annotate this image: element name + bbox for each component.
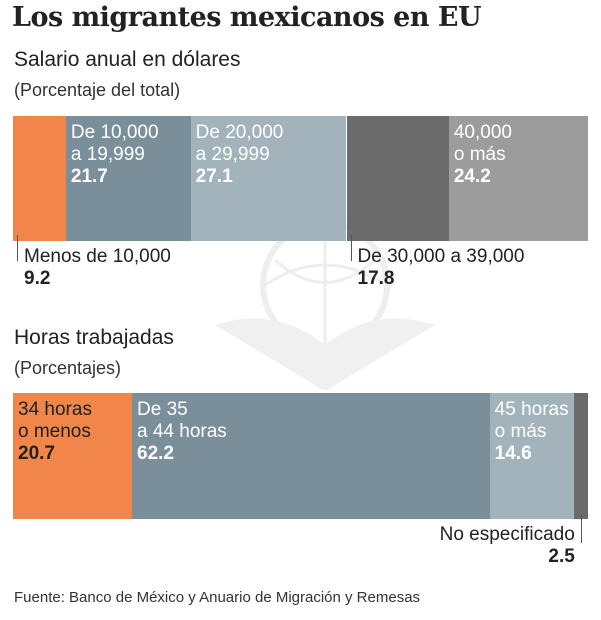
segment-label: No especificado 2.5 [440, 524, 575, 568]
value-label: 2.5 [548, 546, 575, 567]
value-label: 27.1 [195, 166, 233, 187]
segment-label: 45 horas o más 14.6 [495, 399, 569, 465]
value-label: 9.2 [24, 268, 51, 289]
page-title: Los migrantes mexicanos en EU [12, 2, 482, 33]
bar-segment [65, 116, 191, 241]
segment-label: De 20,000 a 29,999 27.1 [196, 122, 284, 188]
leader-tick [350, 235, 352, 261]
hours-stacked-bar: 34 horas o menos 20.7 De 35 a 44 horas 62.2 45… [13, 393, 588, 567]
category-label: Menos de 10,000 [24, 246, 171, 267]
leader-tick [17, 235, 18, 261]
salary-chart-title: Salario anual en dólares [14, 48, 241, 71]
bar-segment [448, 116, 588, 241]
value-label: 14.6 [494, 443, 532, 464]
eagle-watermark-icon [215, 220, 435, 390]
segment-label: Menos de 10,000 9.2 [24, 246, 171, 290]
segment-label: De 35 a 44 horas 62.2 [137, 399, 227, 465]
category-label: a 44 horas [137, 421, 227, 442]
bar-segment [346, 116, 449, 241]
hours-chart-subtitle: (Porcentajes) [14, 358, 122, 378]
salary-stacked-bar: Menos de 10,000 9.2 De 10,000 a 19,999 21.7 D… [13, 116, 588, 289]
value-label: 62.2 [137, 443, 174, 464]
source-note: Fuente: Banco de México y Anuario de Mig… [14, 589, 421, 606]
category-label: 34 horas [18, 399, 92, 420]
segment-label: De 30,000 a 39,000 17.8 [358, 246, 525, 290]
category-label: o más [453, 144, 506, 165]
salary-chart-subtitle: (Porcentaje del total) [14, 80, 181, 100]
bar-segment [489, 393, 574, 519]
category-label: a 19,999 [70, 144, 145, 165]
category-label: o más [494, 421, 547, 442]
value-label: 21.7 [70, 166, 108, 187]
category-label: a 29,999 [195, 144, 270, 165]
category-label: 45 horas [494, 399, 569, 420]
value-label: 17.8 [357, 268, 395, 289]
category-label: o menos [18, 421, 91, 442]
hours-chart-title: Horas trabajadas [14, 326, 174, 349]
segment-label: 34 horas o menos 20.7 [18, 399, 92, 465]
bar-segment [190, 116, 347, 241]
category-label: De 30,000 a 39,000 [357, 246, 525, 267]
category-label: De 35 [137, 399, 188, 420]
bar-segment [13, 393, 133, 519]
bar-segment [13, 116, 66, 241]
category-label: De 20,000 [195, 122, 284, 143]
segment-label: De 10,000 a 19,999 21.7 [71, 122, 159, 188]
category-label: No especificado [439, 524, 575, 545]
bar-segment [573, 393, 588, 519]
leader-tick [580, 515, 582, 543]
segment-label: 40,000 o más 24.2 [454, 122, 512, 188]
category-label: 40,000 [453, 122, 512, 143]
value-label: 20.7 [18, 443, 55, 464]
bar-segment [132, 393, 490, 519]
value-label: 24.2 [453, 166, 491, 187]
category-label: De 10,000 [70, 122, 159, 143]
